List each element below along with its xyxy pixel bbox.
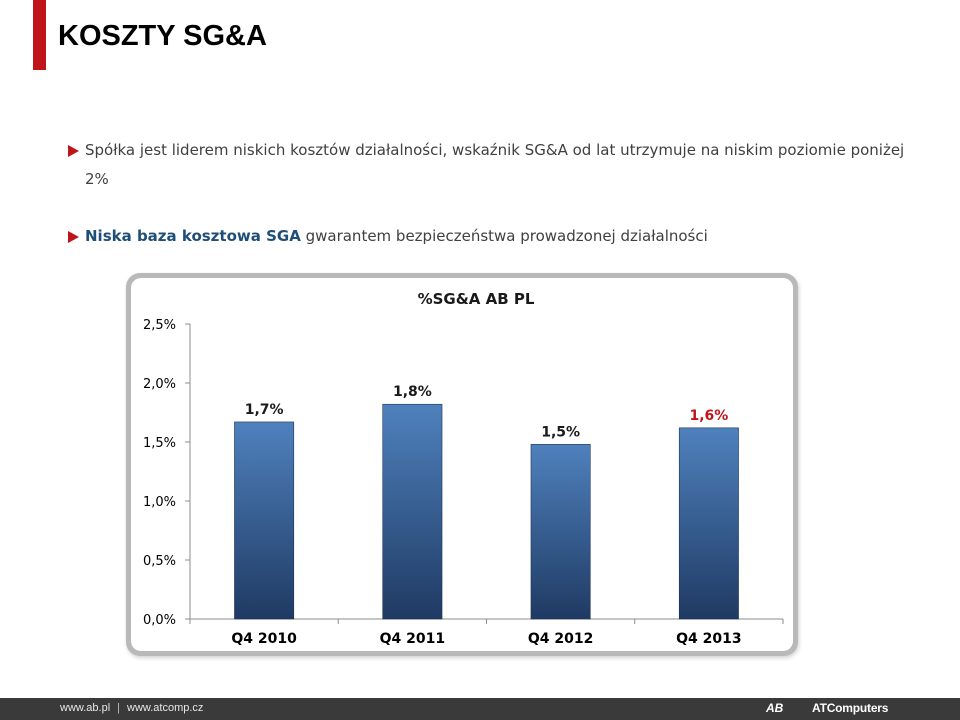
category-label: Q4 2011 [380,631,445,647]
bullet-text: Spółka jest liderem niskich kosztów dzia… [85,141,905,188]
chart-title: %SG&A AB PL [418,290,535,308]
footer-link-atcomp[interactable]: www.atcomp.cz [127,702,204,714]
chart-frame: %SG&A AB PL 0,0% 0,5% 1,0% 1,5% 2,0% 2,5% 1,7… [126,273,798,656]
bullet-list: Spółka jest liderem niskich kosztów dzia… [68,136,928,251]
bullet-item-1: Spółka jest liderem niskich kosztów dzia… [68,136,928,194]
bar-q4-2011 [382,403,443,620]
data-label: 1,6% [689,408,728,424]
y-tick-label: 2,0% [143,377,176,392]
y-tick-label: 0,5% [143,554,176,569]
data-label: 1,7% [245,402,284,418]
bar-chart: %SG&A AB PL 0,0% 0,5% 1,0% 1,5% 2,0% 2,5% 1,7… [143,290,784,647]
bullet-strong-text: Niska baza kosztowa SGA [85,227,301,245]
y-tick-label: 0,0% [143,613,176,628]
atcomputers-logo: ATComputers [812,701,889,715]
bullet-arrow-icon [68,231,79,243]
footer-links: www.ab.pl | www.atcomp.cz [60,702,203,714]
footer-separator: | [117,702,120,714]
bullet-item-2: Niska baza kosztowa SGA gwarantem bezpie… [68,222,928,251]
category-label: Q4 2013 [676,631,741,647]
slide-title: KOSZTY SG&A [58,20,267,52]
y-tick-label: 2,5% [143,318,176,333]
bullet-text: gwarantem bezpieczeństwa prowadzonej dzi… [300,227,708,245]
y-tick-label: 1,0% [143,495,176,510]
category-label: Q4 2012 [528,631,593,647]
bar-q4-2012 [530,444,591,620]
data-label: 1,8% [393,384,432,400]
footer-bar: www.ab.pl | www.atcomp.cz AB ATComputers [0,698,960,720]
bullet-arrow-icon [68,145,79,157]
ab-logo: AB [766,701,784,715]
data-label: 1,5% [541,424,580,440]
bar-q4-2013 [678,427,739,620]
footer-link-ab[interactable]: www.ab.pl [60,702,111,714]
category-label: Q4 2010 [231,631,297,647]
chart-area: %SG&A AB PL 0,0% 0,5% 1,0% 1,5% 2,0% 2,5% 1,7… [131,278,793,651]
title-accent-bar [33,0,46,70]
y-tick-label: 1,5% [143,436,176,451]
bar-q4-2010 [234,421,295,620]
